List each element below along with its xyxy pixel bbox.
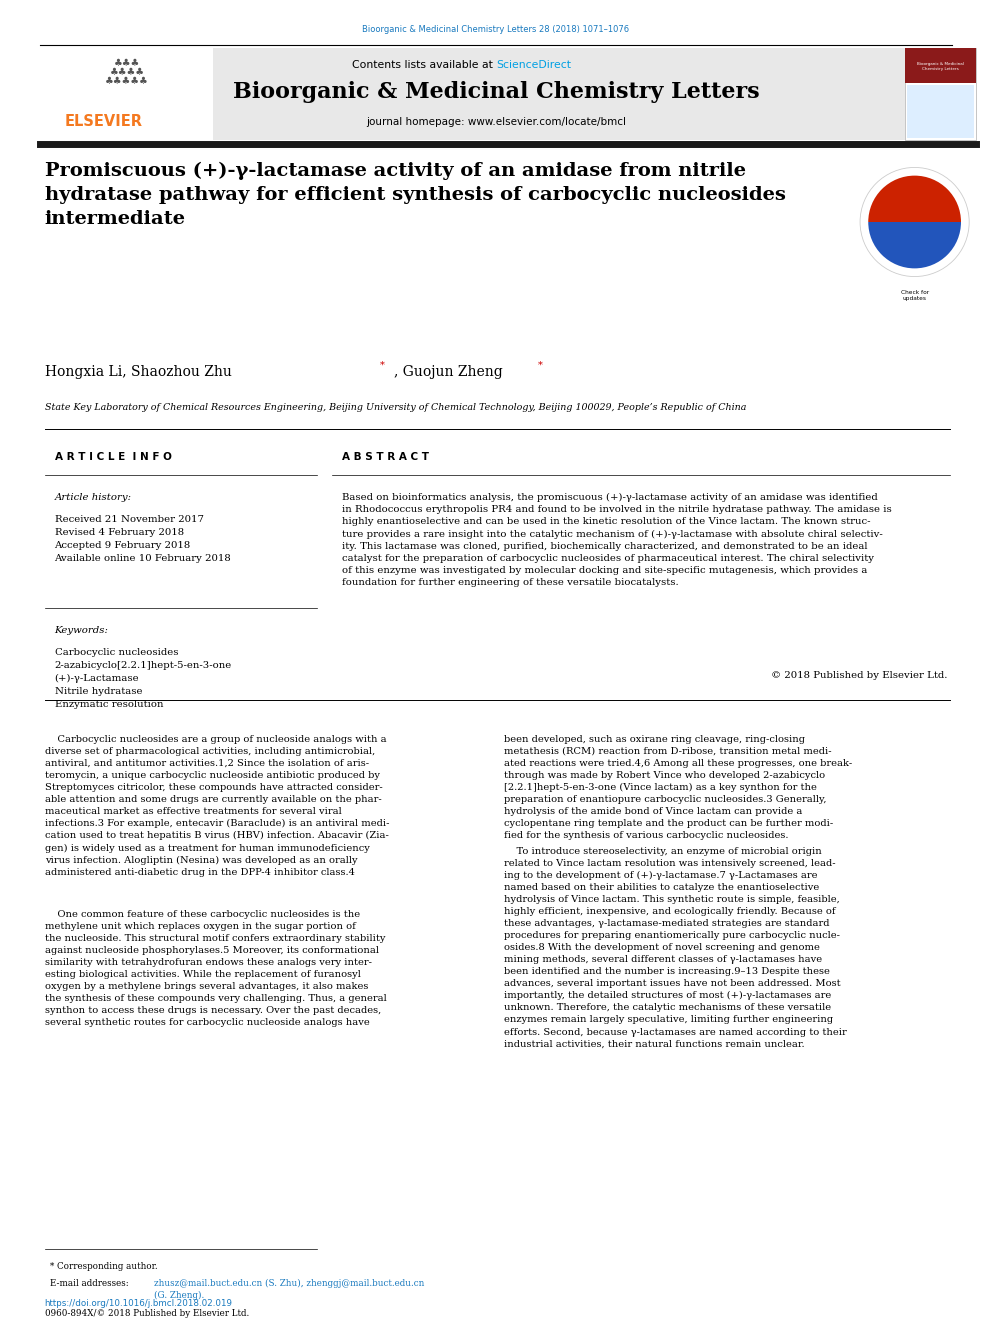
Text: ♣♣♣
♣♣♣♣
♣♣♣♣♣: ♣♣♣ ♣♣♣♣ ♣♣♣♣♣ [105, 58, 149, 86]
Text: Carbocyclic nucleosides are a group of nucleoside analogs with a
diverse set of : Carbocyclic nucleosides are a group of n… [45, 736, 389, 877]
FancyBboxPatch shape [907, 85, 974, 138]
Text: Keywords:: Keywords: [55, 626, 108, 635]
FancyBboxPatch shape [905, 48, 976, 83]
Text: Check for
updates: Check for updates [901, 290, 929, 300]
FancyBboxPatch shape [905, 48, 976, 140]
Text: Carbocyclic nucleosides
2-azabicyclo[2.2.1]hept-5-en-3-one
(+)-γ-Lactamase
Nitri: Carbocyclic nucleosides 2-azabicyclo[2.2… [55, 648, 232, 709]
Text: Promiscuous (+)-γ-lactamase activity of an amidase from nitrile
hydratase pathwa: Promiscuous (+)-γ-lactamase activity of … [45, 161, 786, 228]
Text: been developed, such as oxirane ring cleavage, ring-closing
metathesis (RCM) rea: been developed, such as oxirane ring cle… [504, 736, 852, 840]
Text: , Guojun Zheng: , Guojun Zheng [394, 365, 503, 378]
Text: ELSEVIER: ELSEVIER [64, 115, 143, 130]
Text: 0960-894X/© 2018 Published by Elsevier Ltd.: 0960-894X/© 2018 Published by Elsevier L… [45, 1308, 249, 1318]
Text: zhusz@mail.buct.edu.cn (S. Zhu), zhenggj@mail.buct.edu.cn
(G. Zheng).: zhusz@mail.buct.edu.cn (S. Zhu), zhenggj… [154, 1279, 425, 1301]
Text: Hongxia Li, Shaozhou Zhu: Hongxia Li, Shaozhou Zhu [45, 365, 231, 378]
Text: Received 21 November 2017
Revised 4 February 2018
Accepted 9 February 2018
Avail: Received 21 November 2017 Revised 4 Febr… [55, 515, 231, 562]
FancyBboxPatch shape [40, 48, 213, 140]
Text: Bioorganic & Medicinal Chemistry Letters: Bioorganic & Medicinal Chemistry Letters [233, 81, 759, 103]
FancyBboxPatch shape [40, 48, 905, 140]
Text: A B S T R A C T: A B S T R A C T [342, 452, 430, 462]
Text: A R T I C L E  I N F O: A R T I C L E I N F O [55, 452, 172, 462]
Text: To introduce stereoselectivity, an enzyme of microbial origin
related to Vince l: To introduce stereoselectivity, an enzym… [504, 847, 847, 1049]
Text: https://doi.org/10.1016/j.bmcl.2018.02.019: https://doi.org/10.1016/j.bmcl.2018.02.0… [45, 1298, 233, 1307]
Text: Article history:: Article history: [55, 493, 132, 501]
Text: Bioorganic & Medicinal
Chemistry Letters: Bioorganic & Medicinal Chemistry Letters [917, 62, 964, 70]
Text: Contents lists available at: Contents lists available at [351, 60, 496, 70]
Circle shape [860, 168, 969, 277]
Text: journal homepage: www.elsevier.com/locate/bmcl: journal homepage: www.elsevier.com/locat… [366, 116, 626, 127]
Text: © 2018 Published by Elsevier Ltd.: © 2018 Published by Elsevier Ltd. [771, 671, 947, 680]
Text: Based on bioinformatics analysis, the promiscuous (+)-γ-lactamase activity of an: Based on bioinformatics analysis, the pr… [342, 493, 892, 587]
Text: *: * [538, 360, 543, 369]
Text: E-mail addresses:: E-mail addresses: [50, 1279, 131, 1289]
Text: *: * [380, 360, 385, 369]
Text: State Key Laboratory of Chemical Resources Engineering, Beijing University of Ch: State Key Laboratory of Chemical Resourc… [45, 402, 746, 411]
Text: * Corresponding author.: * Corresponding author. [50, 1262, 157, 1271]
Text: Bioorganic & Medicinal Chemistry Letters 28 (2018) 1071–1076: Bioorganic & Medicinal Chemistry Letters… [362, 25, 630, 34]
Text: ScienceDirect: ScienceDirect [496, 60, 571, 70]
Wedge shape [868, 176, 961, 222]
Wedge shape [868, 222, 961, 269]
Text: One common feature of these carbocyclic nucleosides is the
methylene unit which : One common feature of these carbocyclic … [45, 910, 387, 1027]
